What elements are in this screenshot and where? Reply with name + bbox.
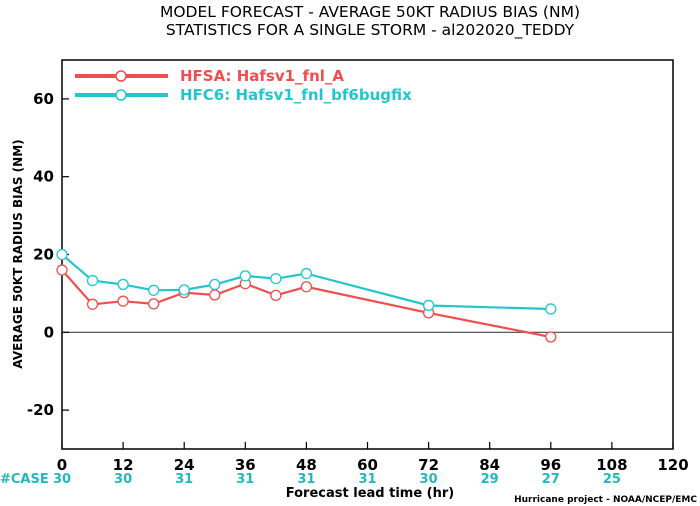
x-tick-label: 36 — [235, 456, 256, 474]
y-tick-label: 0 — [44, 323, 54, 341]
x-tick-label: 0 — [57, 456, 67, 474]
data-point — [270, 289, 282, 301]
case-count-value: 30 — [53, 472, 71, 487]
case-count-value: 30 — [420, 472, 438, 487]
legend-label-hfc6: HFC6: Hafsv1_fnl_bf6bugfix — [180, 86, 412, 104]
legend-marker-hfsa — [115, 70, 127, 82]
data-point — [422, 299, 435, 312]
x-tick-label: 60 — [357, 456, 378, 474]
x-tick-label: 120 — [657, 456, 688, 474]
data-point — [147, 298, 160, 310]
data-point — [147, 284, 160, 296]
data-point — [545, 331, 557, 343]
case-count-value: 31 — [297, 472, 315, 487]
case-count-value: 30 — [114, 472, 132, 487]
data-point — [209, 289, 221, 301]
axis-ticks: 0 12 24 36 48 60 72 84 96 108 120 -20 0 20 40 60 — [27, 90, 689, 474]
x-tick-label: 108 — [596, 456, 627, 474]
x-tick-label: 84 — [479, 456, 500, 474]
series-layer — [56, 248, 557, 343]
legend: HFSA: Hafsv1_fnl_A HFC6: Hafsv1_fnl_bf6b… — [75, 67, 412, 104]
x-tick-label: 12 — [113, 456, 134, 474]
data-point — [209, 278, 221, 291]
case-count-value: 29 — [481, 472, 499, 487]
data-point — [117, 278, 129, 291]
x-tick-label: 24 — [174, 456, 195, 474]
y-tick-label: 60 — [33, 90, 54, 108]
case-count-value: 31 — [236, 472, 254, 487]
data-point — [86, 298, 99, 310]
series-line-0 — [61, 269, 552, 339]
x-tick-label: 96 — [540, 456, 561, 474]
data-point — [56, 248, 68, 261]
data-point — [300, 267, 313, 280]
case-count-label: #CASE — [0, 472, 49, 487]
x-tick-label: 48 — [296, 456, 317, 474]
credit-text: Hurricane project - NOAA/NCEP/EMC — [514, 495, 697, 505]
case-count-value: 31 — [358, 472, 376, 487]
case-count-value: 27 — [542, 472, 560, 487]
chart-title-line2: STATISTICS FOR A SINGLE STORM - al202020… — [166, 21, 575, 40]
data-point — [270, 272, 282, 285]
case-count-value: 31 — [175, 472, 193, 487]
data-point — [239, 270, 251, 282]
legend-label-hfsa: HFSA: Hafsv1_fnl_A — [180, 67, 344, 85]
y-tick-label: -20 — [27, 401, 54, 419]
y-axis-label: AVERAGE 50KT RADIUS BIAS (NM) — [11, 139, 25, 368]
y-tick-label: 20 — [33, 246, 54, 264]
legend-marker-hfc6 — [115, 89, 127, 101]
data-point — [545, 303, 557, 315]
data-point — [300, 281, 313, 293]
data-point — [178, 284, 190, 296]
data-point — [117, 295, 129, 307]
chart-title-line1: MODEL FORECAST - AVERAGE 50KT RADIUS BIA… — [160, 3, 580, 21]
case-count-layer: 30 30 31 31 31 31 30 29 27 25 — [53, 472, 621, 487]
x-axis-label: Forecast lead time (hr) — [286, 486, 454, 501]
case-count-value: 25 — [603, 472, 621, 487]
x-tick-label: 72 — [418, 456, 439, 474]
data-point — [56, 264, 68, 276]
plot-frame — [61, 59, 674, 450]
y-tick-label: 40 — [33, 168, 54, 186]
data-point — [86, 274, 99, 287]
